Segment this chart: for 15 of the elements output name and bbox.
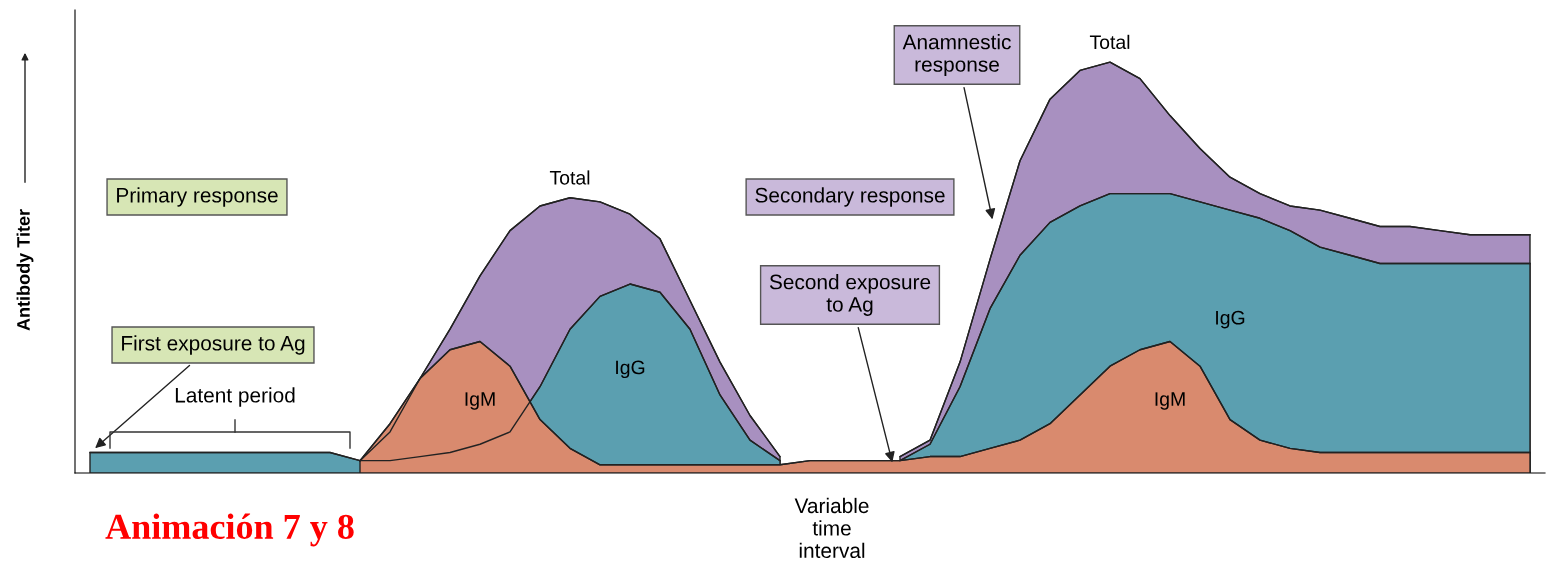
text: IgM bbox=[1155, 392, 1185, 410]
series-label: IgM bbox=[465, 392, 495, 410]
text: IgG bbox=[1216, 310, 1245, 329]
annotation: Latent period bbox=[175, 387, 295, 407]
text: Variable time interval bbox=[794, 497, 869, 559]
series-label: Total bbox=[549, 170, 590, 185]
annotation: Anamnestic response bbox=[902, 34, 1011, 76]
annotation: First exposure to Ag bbox=[122, 335, 305, 355]
annotation: Secondary response bbox=[755, 187, 945, 207]
annotation: Second exposure to Ag bbox=[769, 274, 931, 316]
y-axis-title: Antibody Titer bbox=[16, 209, 34, 331]
text: Total bbox=[1089, 34, 1130, 50]
text: Animación 7 y 8 bbox=[105, 513, 354, 547]
annotation: Primary response bbox=[117, 187, 278, 207]
series-label: IgG bbox=[616, 360, 645, 379]
